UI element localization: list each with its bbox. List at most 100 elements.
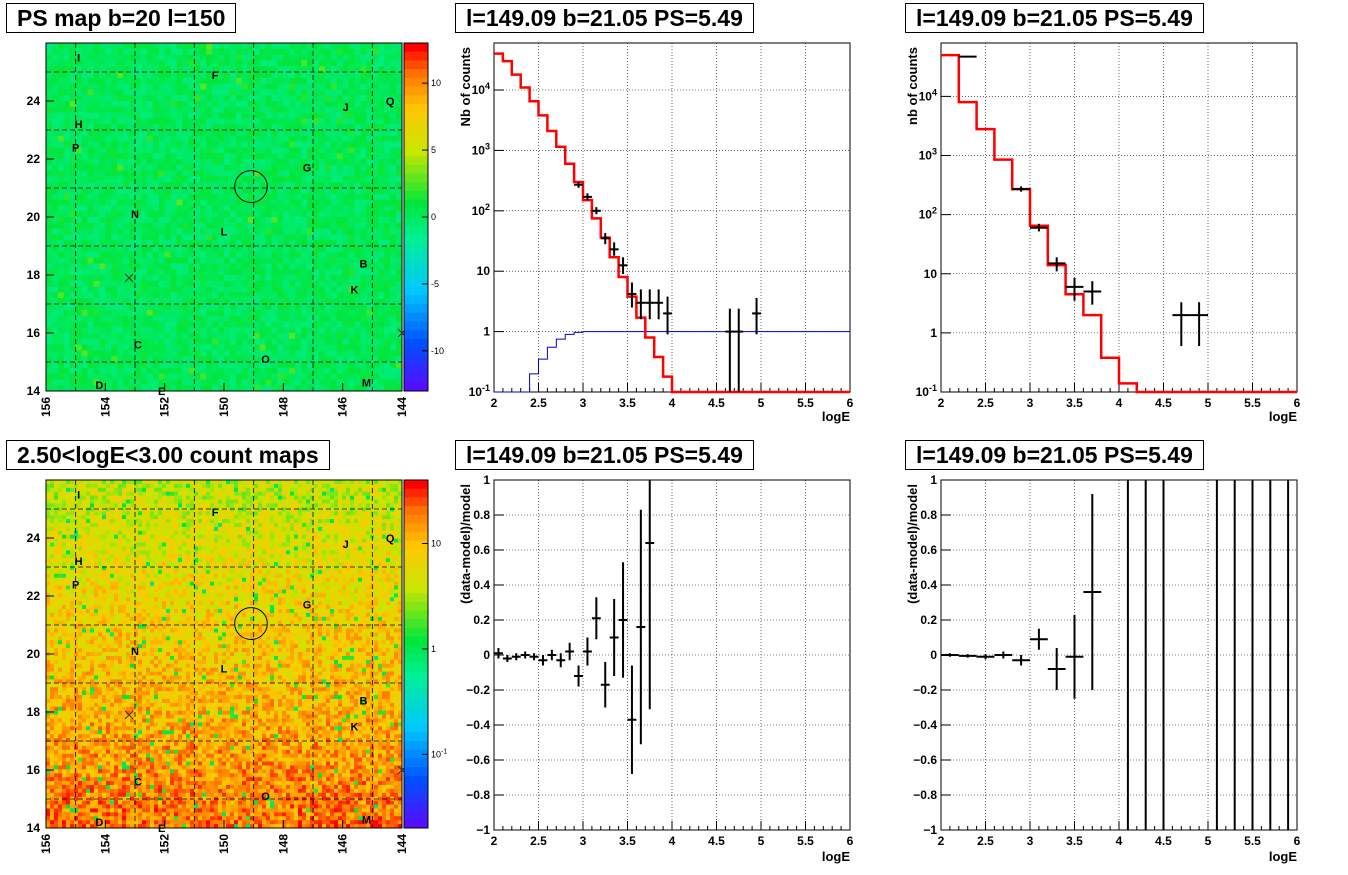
heatmap-cell	[146, 286, 154, 293]
heatmap-cell	[70, 706, 75, 712]
heatmap-cell	[283, 356, 290, 363]
heatmap-cell	[99, 205, 106, 212]
heatmap-cell	[235, 298, 243, 305]
heatmap-cell	[66, 605, 71, 610]
heatmap-cell	[117, 60, 124, 67]
heatmap-cell	[86, 765, 91, 770]
heatmap-cell	[70, 824, 75, 829]
heatmap-cell	[396, 269, 403, 276]
heatmap-cell	[58, 730, 63, 735]
heatmap-cell	[54, 683, 59, 688]
heatmap-cell	[164, 118, 171, 125]
heatmap-cell	[348, 60, 355, 67]
heatmap-cell	[360, 269, 367, 276]
heatmap-cell	[140, 246, 148, 253]
heatmap-cell	[82, 589, 87, 594]
heatmap-cell	[69, 222, 77, 229]
heatmap-cell	[78, 589, 83, 594]
heatmap-cell	[378, 66, 385, 73]
heatmap-cell	[63, 153, 71, 160]
heatmap-cell	[229, 362, 237, 369]
heatmap-cell	[313, 286, 320, 293]
x-tick-label: 2.5	[530, 396, 547, 410]
y-tick-label: 103	[919, 147, 937, 163]
heatmap-cell	[289, 304, 296, 311]
heatmap-cell	[50, 624, 55, 629]
heatmap-cell	[342, 147, 349, 154]
heatmap-cell	[241, 101, 249, 108]
source-label: E	[158, 386, 165, 398]
heatmap-cell	[229, 159, 237, 166]
heatmap-cell	[277, 240, 284, 247]
heatmap-cell	[271, 54, 278, 61]
heatmap-cell	[99, 373, 106, 380]
heatmap-cell	[129, 147, 136, 154]
heatmap-cell	[247, 257, 255, 264]
heatmap-cell	[224, 153, 231, 160]
heatmap-cell	[62, 569, 67, 575]
heatmap-cell	[324, 275, 332, 282]
heatmap-cell	[75, 176, 82, 183]
heatmap-cell	[140, 130, 148, 137]
heatmap-cell	[90, 546, 95, 551]
heatmap-cell	[58, 519, 63, 524]
heatmap-cell	[93, 106, 100, 113]
heatmap-cell	[54, 558, 59, 563]
heatmap-cell	[360, 153, 367, 160]
heatmap-cell	[313, 83, 320, 90]
heatmap-cell	[313, 367, 320, 374]
heatmap-cell	[54, 675, 59, 680]
heatmap-cell	[99, 309, 106, 316]
heatmap-cell	[54, 515, 59, 520]
heatmap-cell	[313, 130, 320, 137]
heatmap-cell	[146, 338, 154, 345]
heatmap-cell	[396, 205, 403, 212]
heatmap-cell	[82, 538, 87, 543]
heatmap-cell	[212, 286, 219, 293]
heatmap-cell	[194, 95, 201, 102]
heatmap-cell	[93, 72, 100, 79]
heatmap-cell	[70, 507, 75, 512]
heatmap-cell	[396, 280, 403, 287]
heatmap-cell	[229, 338, 237, 345]
heatmap-cell	[111, 60, 118, 67]
heatmap-cell	[111, 333, 118, 340]
heatmap-cell	[295, 124, 302, 131]
heatmap-cell	[218, 48, 225, 55]
heatmap-cell	[212, 188, 219, 195]
heatmap-cell	[105, 124, 112, 131]
heatmap-cell	[301, 367, 308, 374]
coordinate-grid	[46, 43, 402, 391]
heatmap-cell	[123, 309, 130, 316]
heatmap-cell	[318, 298, 326, 305]
heatmap-cell	[289, 321, 296, 328]
heatmap-cell	[212, 124, 219, 131]
heatmap-cell	[146, 298, 154, 305]
heatmap-cell	[283, 362, 290, 369]
heatmap-cell	[75, 101, 82, 108]
heatmap-cell	[54, 769, 59, 774]
heatmap-cell	[70, 495, 75, 500]
heatmap-cell	[336, 135, 344, 142]
heatmap-cell	[81, 269, 88, 276]
heatmap-cell	[46, 812, 51, 817]
x-tick-label: 3.5	[619, 396, 636, 410]
heatmap-cell	[295, 269, 302, 276]
heatmap-cell	[82, 655, 87, 661]
heatmap-cell	[259, 188, 266, 195]
heatmap-cell	[372, 199, 379, 206]
heatmap-cell	[50, 609, 55, 614]
heatmap-cell	[152, 130, 160, 137]
heatmap-cell	[241, 147, 249, 154]
heatmap-cell	[360, 188, 367, 195]
heatmap-cell	[218, 188, 225, 195]
heatmap-cell	[62, 648, 67, 653]
heatmap-cell	[70, 566, 75, 571]
heatmap-cell	[62, 734, 67, 739]
heatmap-cell	[277, 263, 284, 270]
heatmap-cell	[46, 714, 51, 719]
heatmap-cell	[224, 106, 231, 113]
heatmap-cell	[105, 159, 112, 166]
heatmap-cell	[86, 644, 91, 649]
heatmap-cell	[218, 118, 225, 125]
